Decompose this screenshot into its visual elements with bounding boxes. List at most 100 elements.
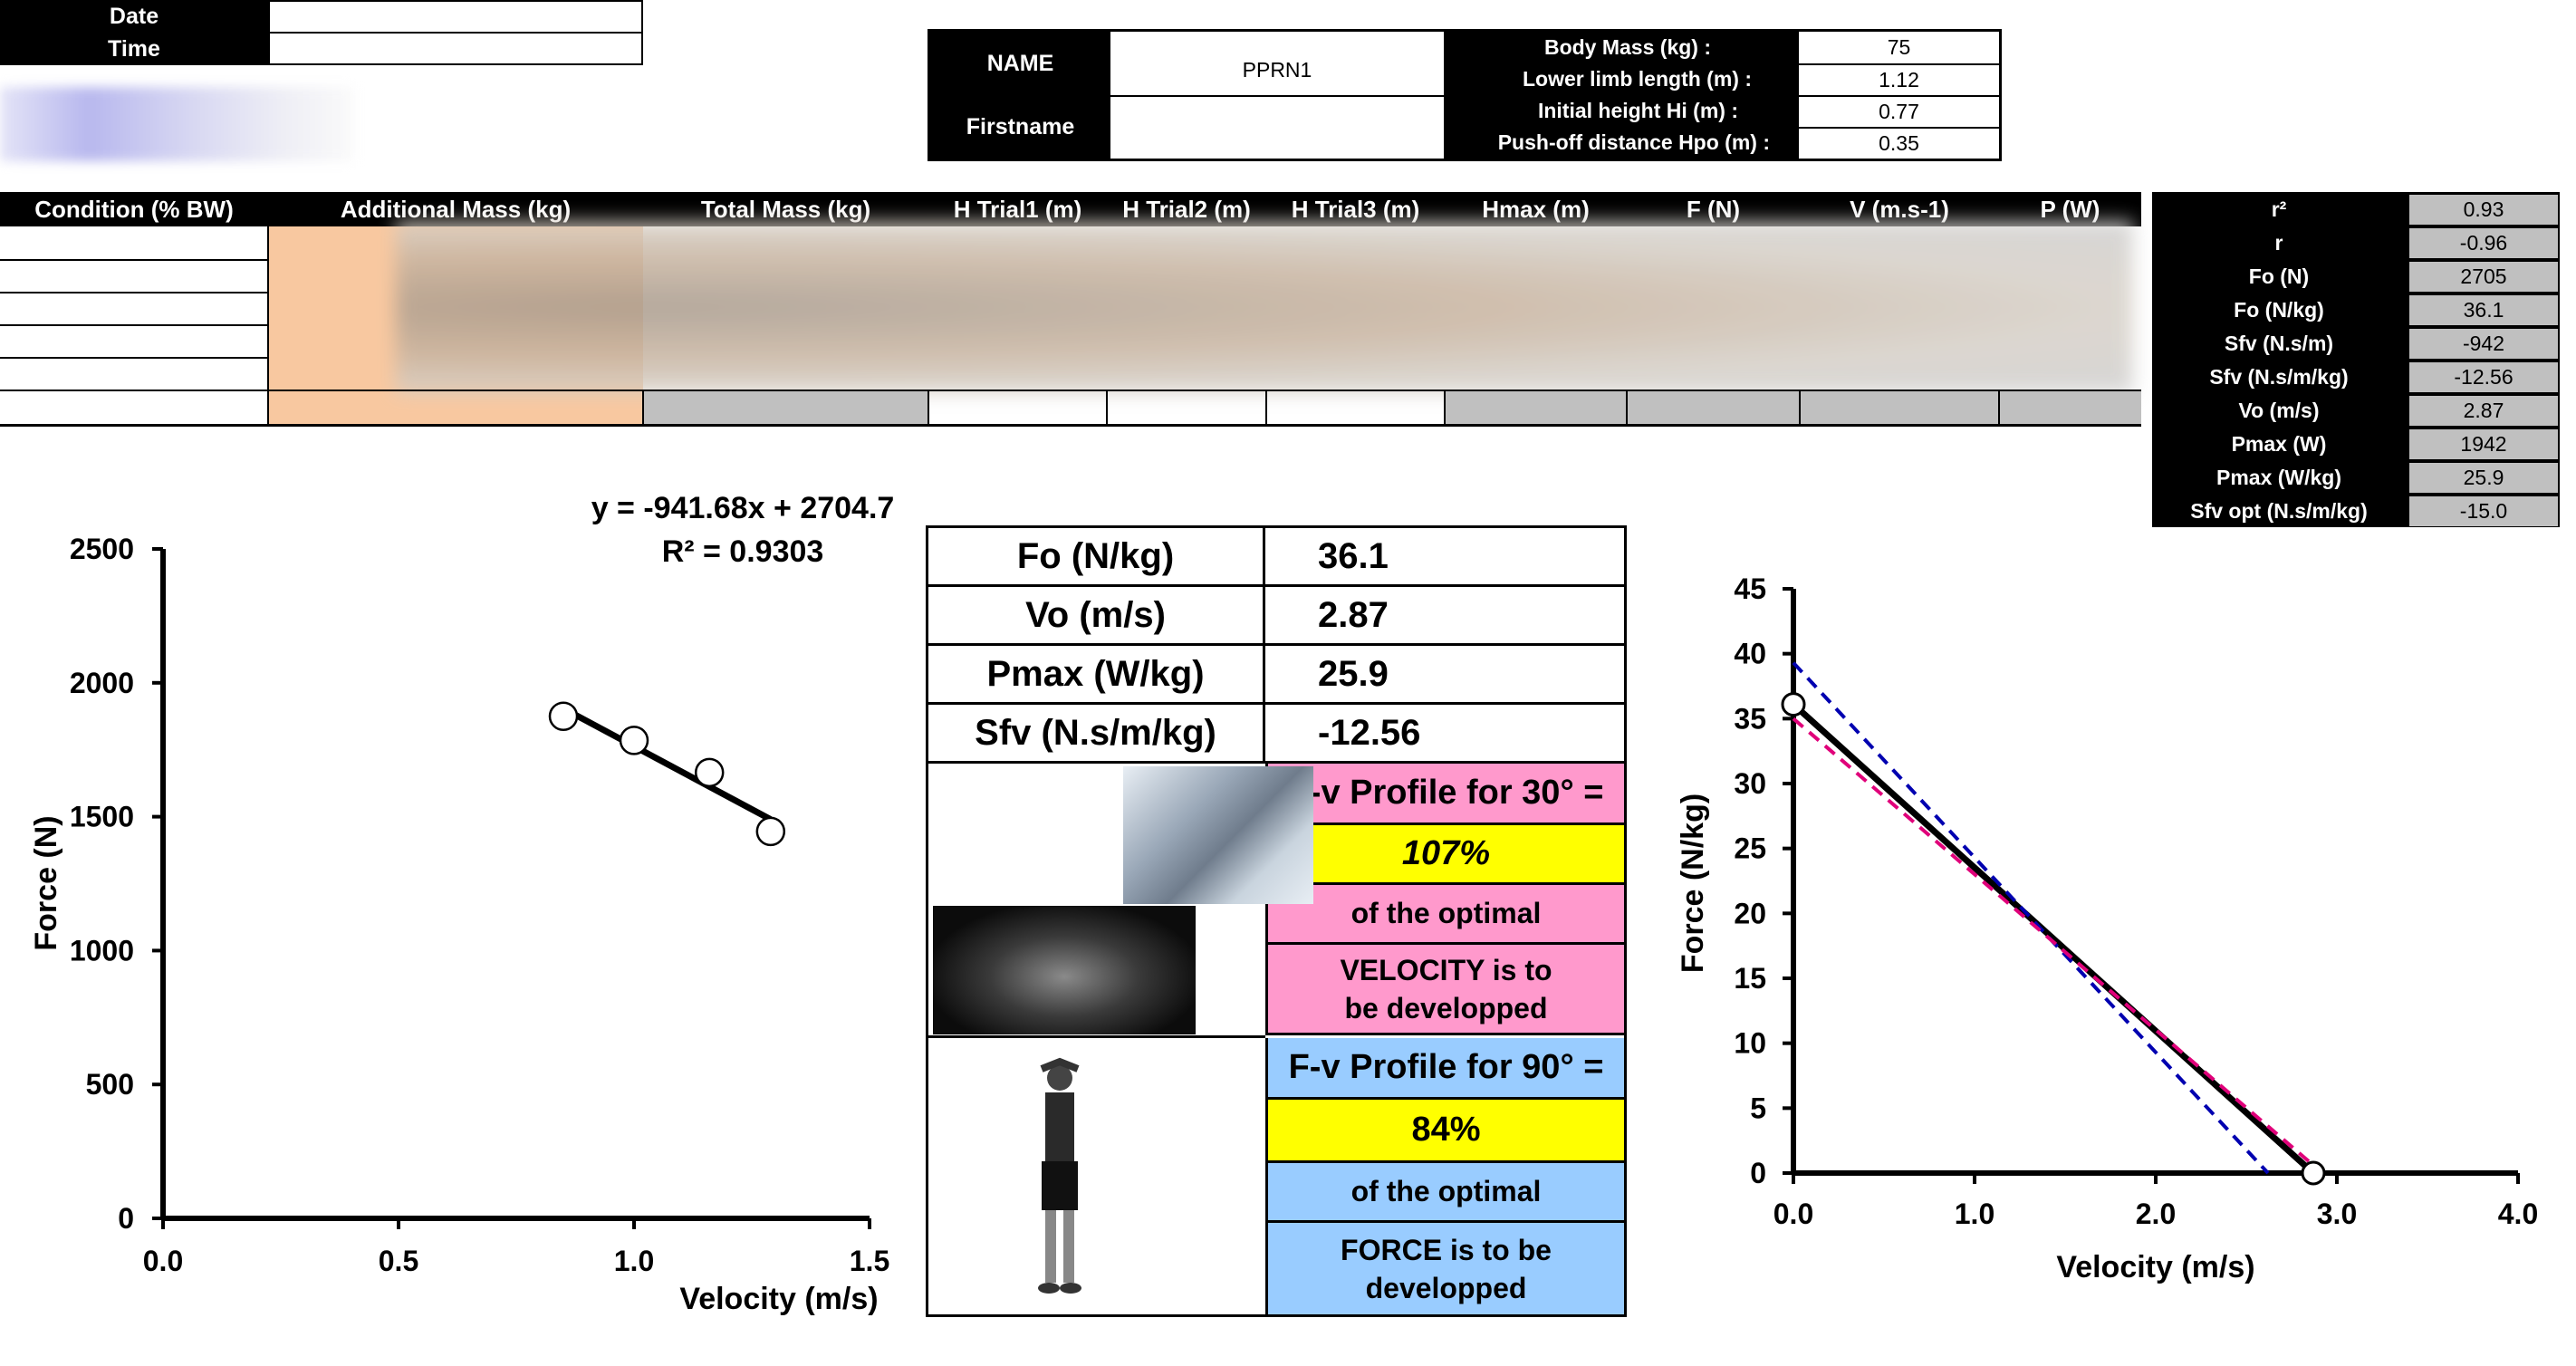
trials-header-cell: Additional Mass (kg) [268,192,643,226]
r-squared-label: R² = 0.9303 [662,534,824,569]
result-value: -0.96 [2409,228,2558,258]
data-point [548,701,579,731]
summary-value: 36.1 [1265,528,1624,587]
param-label: Initial height Hi (m) : [1444,95,1797,127]
firstname-label: Firstname [930,95,1110,159]
x-tick-label: 0.5 [379,1245,418,1277]
result-label: Sfv opt (N.s/m/kg) [2152,495,2406,527]
y-tick-label: 15 [1734,962,1766,995]
y-tick-label: 1500 [70,801,134,833]
x-tick-label: 1.0 [1955,1198,1994,1230]
profile30-title: F-v Profile for 30° = [1265,764,1624,825]
result-value: 25.9 [2409,463,2558,493]
x-axis-title: Velocity (m/s) [2056,1250,2254,1284]
trials-header-cell: V (m.s-1) [1800,192,1999,226]
summary-label: Pmax (W/kg) [928,646,1265,705]
y-tick-label: 2500 [70,533,134,565]
trendline-equation: y = -941.68x + 2704.7 [591,491,895,525]
trials-header-cell: H Trial2 (m) [1107,192,1266,226]
force-velocity-scatter-chart: 0.0 0.5 1.0 1.5 0 500 1000 1500 2000 2500 Velocity… [29,491,895,1316]
trials-header-cell: Hmax (m) [1445,192,1627,226]
trials-header-cell: H Trial1 (m) [928,192,1107,226]
fv-profile-line [1791,701,2316,1176]
y-tick-label: 45 [1734,572,1766,605]
y-tick-label: 30 [1734,767,1766,800]
result-value: -942 [2409,329,2558,359]
x-tick-label: 0.0 [1773,1198,1813,1230]
result-value: -12.56 [2409,362,2558,392]
result-label: Fo (N) [2152,260,2406,293]
name-label: NAME [930,32,1110,95]
y-tick-label: 1000 [70,934,134,967]
computed-columns [1444,390,2141,426]
profile30-percent: 107% [1265,825,1624,885]
body-mass-field[interactable]: 75 [1797,32,1999,63]
x-tick-label: 4.0 [2498,1198,2538,1230]
summary-value: 2.87 [1265,587,1624,646]
result-value: 1942 [2409,429,2558,459]
x-tick-label: 2.0 [2136,1198,2176,1230]
swimmer-start-photo [1123,766,1313,904]
x-axis-title: Velocity (m/s) [679,1282,878,1316]
initial-height-field[interactable]: 0.77 [1797,95,1999,127]
summary-value: -12.56 [1265,705,1624,764]
y-tick-label: 20 [1734,897,1766,929]
x-tick-label: 1.0 [614,1245,654,1277]
profile90-title: F-v Profile for 90° = [1265,1038,1624,1100]
trials-header-cell: H Trial3 (m) [1266,192,1445,226]
sprinter-start-photo [933,906,1196,1034]
force-velocity-profile-chart: 0.0 1.0 2.0 3.0 4.0 0 5 10 15 20 25 30 35 40 45 Velocit… [1676,572,2538,1284]
result-value: 0.93 [2409,195,2558,225]
result-label: Fo (N/kg) [2152,293,2406,326]
result-label: Pmax (W/kg) [2152,461,2406,494]
profile30-of-optimal: of the optimal [1265,885,1624,945]
reference-profile-line [1792,717,2324,1175]
y-axis-title: Force (N) [29,815,63,950]
computed-values-band [396,221,2133,393]
x-tick-label: 3.0 [2317,1198,2357,1230]
result-label: Pmax (W) [2152,428,2406,460]
trendline [562,706,773,822]
date-field[interactable] [268,0,643,34]
param-label: Push-off distance Hpo (m) : [1444,127,1797,159]
name-field[interactable]: PPRN1 [1242,57,1312,82]
reference-profile-line [1792,661,2270,1175]
pushoff-distance-field[interactable]: 0.35 [1797,127,1999,159]
total-mass-column [643,390,928,426]
data-point [755,816,786,847]
result-label: r [2152,226,2406,259]
profile30-advice: VELOCITY is to be developped [1265,945,1624,1035]
summary-label: Sfv (N.s/m/kg) [928,705,1265,764]
logo-image [0,87,353,161]
firstname-field[interactable] [1110,95,1444,159]
y-tick-label: 40 [1734,638,1766,670]
result-value: 2.87 [2409,396,2558,426]
y-axis-title: Force (N/kg) [1676,794,1710,973]
profile90-percent: 84% [1265,1100,1624,1163]
trials-header-cell: P (W) [1999,192,2141,226]
squat-jump-photo [1005,1042,1114,1304]
y-tick-label: 0 [1750,1157,1766,1189]
intercept-marker [1781,692,1806,717]
x-tick-label: 0.0 [143,1245,183,1277]
trials-header-cell: F (N) [1627,192,1800,226]
time-field[interactable] [268,32,643,65]
result-label: Sfv (N.s/m/kg) [2152,361,2406,393]
y-tick-label: 500 [86,1068,134,1101]
intercept-marker [2301,1160,2326,1186]
result-value: 36.1 [2409,295,2558,325]
summary-label: Vo (m/s) [928,587,1265,646]
result-label: Vo (m/s) [2152,394,2406,427]
y-tick-label: 2000 [70,667,134,699]
result-value: 2705 [2409,262,2558,292]
data-point [619,726,649,755]
profile90-advice: FORCE is to be developped [1265,1223,1624,1314]
limb-length-field[interactable]: 1.12 [1797,63,1999,95]
y-tick-label: 0 [118,1202,134,1235]
date-label: Date [0,0,268,33]
trials-header-cell: Total Mass (kg) [643,192,928,226]
trials-header-cell: Condition (% BW) [0,192,268,226]
data-point [694,757,725,788]
x-tick-label: 1.5 [850,1245,889,1277]
summary-label: Fo (N/kg) [928,528,1265,587]
